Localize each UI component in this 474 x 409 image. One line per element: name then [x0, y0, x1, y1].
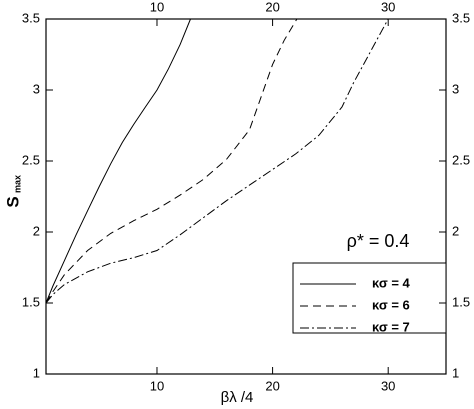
legend-label: κσ = 6	[372, 297, 410, 312]
y-axis-label: S	[3, 196, 22, 207]
y-axis-label-sub: max	[12, 175, 22, 193]
x-tick-label: 30	[381, 378, 395, 393]
y-tick-label: 2.5	[22, 152, 40, 167]
x-tick-label-top: 10	[150, 0, 164, 14]
x-tick-label-top: 20	[265, 0, 279, 14]
y-tick-label-right: 1.5	[452, 294, 470, 309]
x-axis-label: βλ /4	[221, 389, 254, 406]
y-tick-label-right: 3	[452, 81, 459, 96]
x-tick-label: 10	[150, 378, 164, 393]
y-tick-label-right: 1	[452, 365, 459, 380]
legend-label: κσ = 7	[372, 319, 410, 334]
y-tick-label: 3.5	[22, 10, 40, 25]
x-tick-label: 20	[265, 378, 279, 393]
y-tick-label: 2	[33, 223, 40, 238]
y-tick-label: 1	[33, 365, 40, 380]
series-line	[45, 18, 298, 304]
annotation: ρ* = 0.4	[347, 231, 410, 251]
legend-box	[292, 262, 447, 334]
series-line	[45, 18, 389, 304]
series-line	[45, 18, 191, 304]
legend-label: κσ = 4	[372, 275, 411, 290]
y-tick-label: 3	[33, 81, 40, 96]
x-tick-label-top: 30	[381, 0, 395, 14]
y-tick-label-right: 2	[452, 223, 459, 238]
y-tick-label-right: 2.5	[452, 152, 470, 167]
y-axis-label-group: S max	[3, 175, 22, 208]
plot-frame	[45, 18, 447, 375]
y-tick-label-right: 3.5	[452, 10, 470, 25]
y-tick-label: 1.5	[22, 294, 40, 309]
